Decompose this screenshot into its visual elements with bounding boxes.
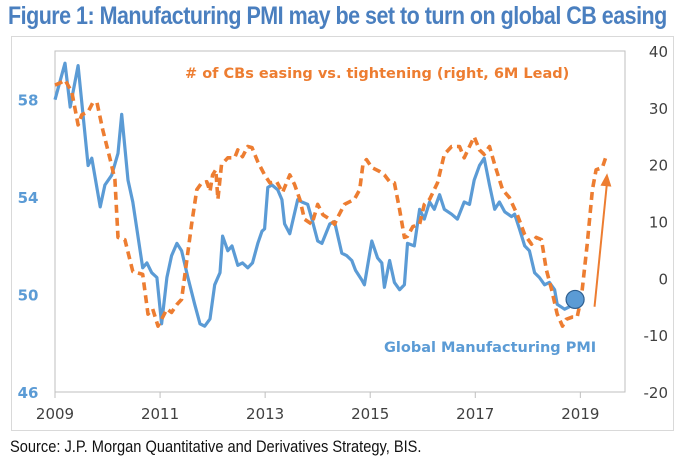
annotations: # of CBs easing vs. tightening (right, 6…	[185, 66, 596, 356]
chart-frame	[11, 36, 674, 431]
pmi-line	[53, 61, 577, 328]
y-right-tick-label: 0	[658, 270, 668, 288]
y-right-tick-label: 10	[649, 214, 668, 232]
x-tick-label: 2017	[456, 405, 494, 423]
cb-series-label: # of CBs easing vs. tightening (right, 6…	[185, 66, 569, 82]
pmi-latest-marker	[565, 289, 585, 310]
x-tick-label: 2011	[141, 405, 179, 423]
x-tick-label: 2009	[36, 405, 74, 423]
x-tick-label: 2019	[561, 405, 599, 423]
y-left-tick-label: 58	[18, 92, 39, 110]
figure-title: Figure 1: Manufacturing PMI may be set t…	[8, 2, 667, 30]
plot-area	[54, 50, 626, 393]
y-left-tick-label: 46	[18, 384, 39, 402]
y-right-tick-label: 30	[649, 100, 668, 118]
y-right-tick-label: 20	[649, 157, 668, 175]
y-left-tick-label: 54	[18, 189, 39, 207]
axes	[54, 50, 626, 393]
projection-arrow-shaft	[593, 181, 609, 307]
y-right-tick-label: -20	[644, 384, 669, 402]
series	[53, 61, 612, 328]
pmi-series-label: Global Manufacturing PMI	[384, 340, 596, 356]
cb-easing-line	[54, 78, 608, 328]
y-right-tick-label: 40	[649, 43, 668, 61]
ticks: 2009 2011 2013 2015 2017 2019 46 50 54 58 -20 -10 0 1…	[18, 43, 668, 423]
y-right-tick-label: -10	[644, 327, 669, 345]
source-note: Source: J.P. Morgan Quantitative and Der…	[10, 437, 422, 456]
projection-arrow-head	[600, 173, 612, 187]
y-left-tick-label: 50	[18, 287, 39, 305]
x-tick-label: 2015	[351, 405, 389, 423]
x-tick-label: 2013	[246, 405, 284, 423]
